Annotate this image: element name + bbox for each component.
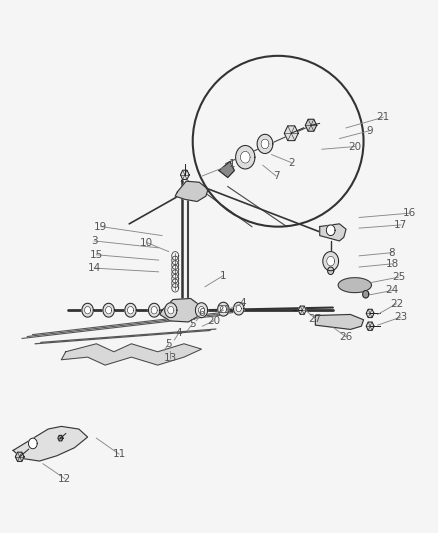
Polygon shape [236, 305, 241, 312]
Polygon shape [218, 302, 229, 316]
Polygon shape [323, 252, 339, 271]
Polygon shape [61, 344, 201, 365]
Polygon shape [219, 161, 234, 177]
Text: 23: 23 [394, 312, 407, 322]
Polygon shape [366, 322, 374, 330]
Text: 18: 18 [385, 259, 399, 269]
Text: 3: 3 [91, 236, 98, 246]
Polygon shape [315, 314, 364, 329]
Polygon shape [327, 256, 335, 266]
Polygon shape [160, 298, 201, 322]
Text: 11: 11 [113, 449, 126, 459]
Polygon shape [82, 303, 93, 317]
Text: 13: 13 [163, 353, 177, 363]
Text: 26: 26 [339, 332, 353, 342]
Polygon shape [338, 278, 371, 293]
Polygon shape [366, 309, 374, 318]
Polygon shape [326, 225, 335, 236]
Text: 24: 24 [385, 286, 399, 295]
Polygon shape [240, 151, 250, 163]
Text: 8: 8 [389, 248, 396, 257]
Text: 20: 20 [207, 316, 220, 326]
Polygon shape [175, 181, 208, 201]
Polygon shape [180, 170, 189, 180]
Polygon shape [363, 290, 369, 298]
Text: 22: 22 [390, 299, 403, 309]
Polygon shape [85, 306, 91, 314]
Text: 5: 5 [189, 319, 196, 328]
Polygon shape [106, 306, 112, 314]
Polygon shape [284, 126, 298, 141]
Text: 6: 6 [198, 309, 205, 318]
Polygon shape [127, 306, 134, 314]
Text: 1: 1 [229, 159, 236, 169]
Polygon shape [305, 119, 317, 131]
Text: 5: 5 [165, 339, 172, 349]
Text: 14: 14 [88, 263, 101, 273]
Polygon shape [168, 306, 174, 314]
Polygon shape [328, 267, 334, 274]
Polygon shape [13, 426, 88, 461]
Polygon shape [165, 303, 177, 318]
Text: 10: 10 [140, 238, 153, 247]
Polygon shape [220, 305, 226, 313]
Polygon shape [103, 303, 114, 317]
Polygon shape [233, 302, 244, 315]
Text: 21: 21 [217, 305, 230, 315]
Text: 7: 7 [272, 171, 279, 181]
Text: 1: 1 [220, 271, 227, 280]
Polygon shape [15, 452, 24, 462]
Text: 17: 17 [394, 220, 407, 230]
Polygon shape [195, 303, 208, 318]
Text: 2: 2 [288, 158, 295, 167]
Text: 27: 27 [309, 314, 322, 324]
Polygon shape [125, 303, 136, 317]
Polygon shape [151, 306, 157, 314]
Text: 15: 15 [90, 250, 103, 260]
Text: 16: 16 [403, 208, 416, 218]
Polygon shape [236, 146, 255, 169]
Polygon shape [257, 134, 273, 154]
Polygon shape [261, 139, 269, 149]
Text: 19: 19 [94, 222, 107, 231]
Text: 25: 25 [392, 272, 405, 282]
Text: 12: 12 [58, 474, 71, 483]
Text: 20: 20 [348, 142, 361, 151]
Text: 4: 4 [175, 328, 182, 338]
Polygon shape [28, 438, 37, 449]
Polygon shape [298, 306, 306, 314]
Polygon shape [198, 306, 205, 314]
Text: 4: 4 [240, 298, 247, 308]
Text: 9: 9 [367, 126, 374, 135]
Polygon shape [148, 303, 160, 317]
Polygon shape [58, 435, 63, 441]
Text: 21: 21 [377, 112, 390, 122]
Polygon shape [320, 224, 346, 241]
